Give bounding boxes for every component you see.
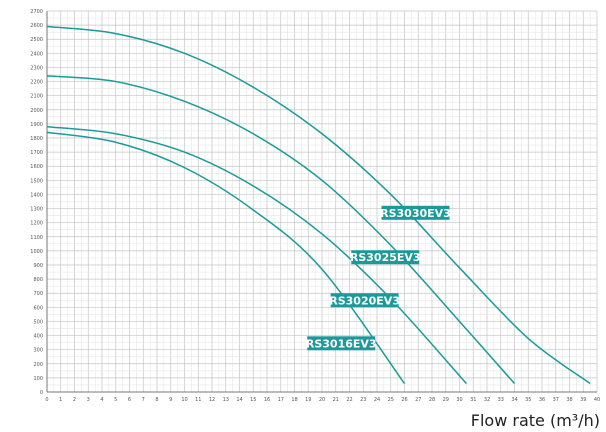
y-tick-label: 1500 [30,178,43,184]
x-tick-label: 5 [114,397,117,403]
series-label-rs3025ev3: RS3025EV3 [350,251,421,264]
y-tick-label: 1300 [30,207,43,213]
series-curve-rs3025ev3 [46,75,516,385]
x-tick-label: 8 [155,397,158,403]
x-tick-label: 17 [278,397,284,403]
x-tick-label: 34 [511,397,517,403]
x-tick-label: 23 [360,397,366,403]
x-tick-label: 15 [250,397,256,403]
x-tick-label: 19 [305,397,311,403]
x-tick-label: 21 [333,397,339,403]
y-tick-label: 0 [40,390,43,396]
y-tick-label: 900 [33,263,43,269]
y-tick-label: 400 [33,334,43,340]
y-tick-label: 1900 [30,122,43,128]
y-tick-label: 2600 [30,23,43,29]
y-tick-label: 500 [33,319,43,325]
series-label-background [330,293,399,308]
x-tick-label: 26 [401,397,407,403]
x-tick-label: 3 [87,397,90,403]
y-tick-label: 1400 [30,192,43,198]
x-tick-label: 2 [73,397,76,403]
series-label-rs3030ev3: RS3030EV3 [380,207,451,220]
y-tick-label: 2500 [30,37,43,43]
x-tick-label: 16 [264,397,270,403]
chart-grid [46,10,598,393]
y-tick-label: 2200 [30,80,43,86]
x-axis-label: Flow rate (m³/h) [471,411,600,430]
x-tick-label: 7 [142,397,145,403]
y-tick-label: 2100 [30,94,43,100]
chart-curves [46,25,591,385]
series-label-rs3020ev3: RS3020EV3 [329,294,400,307]
x-tick-label: 30 [456,397,462,403]
y-tick-label: 800 [33,277,43,283]
x-tick-label: 24 [374,397,380,403]
y-tick-label: 300 [33,348,43,354]
x-tick-label: 13 [223,397,229,403]
x-tick-label: 6 [128,397,131,403]
x-tick-label: 28 [429,397,435,403]
x-tick-label: 9 [169,397,172,403]
y-tick-label: 1600 [30,164,43,170]
x-tick-label: 1 [59,397,62,403]
chart-ticks: 0 1 2 3 4 5 6 7 8 9 10 11 12 13 14 15 16 17 18 19 20 21 22 23 24… [30,9,600,403]
x-tick-label: 29 [443,397,449,403]
x-tick-label: 37 [553,397,559,403]
x-tick-label: 25 [388,397,394,403]
x-tick-label: 11 [195,397,201,403]
x-tick-label: 4 [100,397,103,403]
series-label-rs3016ev3: RS3016EV3 [306,337,377,350]
y-tick-label: 1000 [30,249,43,255]
x-tick-label: 20 [319,397,325,403]
series-curve-rs3030ev3 [46,25,591,385]
series-label-background [307,336,376,351]
series-label-background [381,205,450,220]
x-tick-label: 27 [415,397,421,403]
x-tick-label: 10 [181,397,187,403]
x-tick-label: 22 [346,397,352,403]
x-tick-label: 32 [484,397,490,403]
y-tick-label: 600 [33,305,43,311]
x-tick-label: 40 [594,397,600,403]
x-tick-label: 14 [236,397,242,403]
y-tick-label: 2700 [30,9,43,15]
x-tick-label: 39 [580,397,586,403]
x-tick-label: 35 [525,397,531,403]
y-tick-label: 2300 [30,65,43,71]
x-tick-label: 31 [470,397,476,403]
x-tick-label: 33 [498,397,504,403]
chart-series-labels: RS3030EV3 RS3025EV3 RS3020EV3 RS3016EV3 [306,205,451,351]
y-tick-label: 2400 [30,51,43,57]
series-label-background [351,250,420,265]
x-tick-label: 36 [539,397,545,403]
y-tick-label: 1100 [30,235,43,241]
y-tick-label: 700 [33,291,43,297]
x-tick-label: 18 [291,397,297,403]
x-tick-label: 12 [209,397,215,403]
y-tick-label: 100 [33,376,43,382]
y-tick-label: 1200 [30,221,43,227]
y-tick-label: 2000 [30,108,43,114]
y-tick-label: 200 [33,362,43,368]
y-tick-label: 1800 [30,136,43,142]
x-tick-label: 38 [566,397,572,403]
x-tick-label: 0 [45,397,48,403]
y-tick-label: 1700 [30,150,43,156]
